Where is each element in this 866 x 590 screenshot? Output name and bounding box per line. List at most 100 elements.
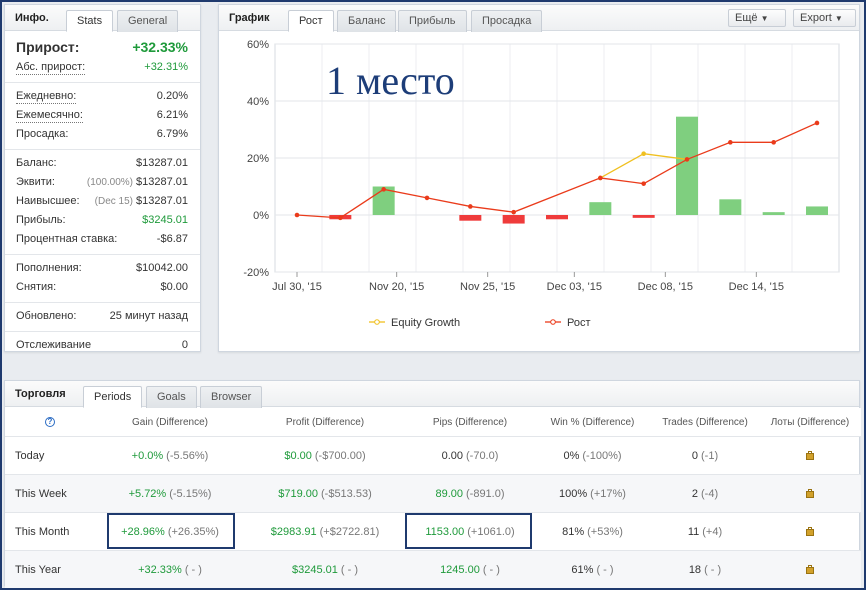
highest-label: Наивысшее: [16, 195, 80, 207]
profit-value: $719.00 [278, 487, 318, 500]
chart-bar [762, 212, 785, 215]
growth-row: Прирост: +32.33% [16, 36, 188, 58]
gain-diff: (+26.35%) [167, 525, 219, 538]
gain-diff: ( - ) [184, 563, 202, 576]
lots-icon[interactable] [806, 489, 814, 498]
chart-bar [546, 215, 568, 220]
tab-growth[interactable]: Рост [288, 10, 334, 32]
updated-label: Обновлено: [16, 310, 77, 322]
pips-diff: ( - ) [482, 563, 500, 576]
chevron-down-icon: ▼ [760, 14, 769, 23]
tracking-label: Отслеживание [16, 339, 92, 351]
drawdown-value: 6.79% [156, 128, 188, 140]
pips-diff: (+1061.0) [467, 525, 515, 538]
series-point [728, 140, 733, 145]
tab-balance[interactable]: Баланс [337, 10, 397, 32]
trades-value: 18 [688, 563, 702, 576]
withdrawals-value: $0.00 [160, 281, 188, 293]
growth-group: Прирост: +32.33% Абс. прирост: +32.31% [5, 32, 200, 83]
pips-value: 1153.00 [425, 525, 465, 538]
profit-diff: (-$513.53) [321, 487, 372, 500]
more-dropdown[interactable]: Ещё ▼ [728, 9, 786, 27]
y-tick-label: 20% [247, 153, 269, 165]
highest-value: $13287.01 [136, 195, 188, 207]
periods-table: ? Gain (Difference) Profit (Difference) … [5, 408, 861, 589]
win-diff: (-100%) [582, 449, 622, 462]
lots-icon[interactable] [806, 451, 814, 460]
period-label: This Week [15, 487, 67, 500]
lots-icon[interactable] [806, 565, 814, 574]
trading-header: Торговля Periods Goals Browser [5, 381, 859, 408]
profit-value: $2983.91 [270, 525, 317, 538]
chart-bar [676, 116, 698, 215]
trading-title: Торговля [15, 388, 66, 400]
highest-note: (Dec 15) [94, 196, 133, 207]
profit-value: $3245.01 [292, 563, 338, 576]
tab-goals[interactable]: Goals [146, 386, 197, 408]
deposits-value: $10042.00 [136, 262, 188, 274]
balance-label: Баланс: [16, 157, 57, 169]
tracking-row: Отслеживание 0 [16, 336, 188, 355]
trades-diff: (-1) [701, 449, 719, 462]
y-tick-label: 40% [247, 96, 269, 108]
pips-value: 89.00 [435, 487, 463, 500]
tab-browser[interactable]: Browser [200, 386, 263, 408]
monthly-label[interactable]: Ежемесячно: [16, 109, 83, 123]
chevron-down-icon: ▼ [834, 14, 843, 23]
legend-label: Рост [567, 317, 591, 329]
pips-value: 1245.00 [440, 563, 480, 576]
tab-drawdown[interactable]: Просадка [471, 10, 543, 32]
x-tick-label: Nov 25, '15 [460, 281, 515, 293]
chart-bar [806, 206, 828, 215]
gain-diff: (-5.56%) [166, 449, 209, 462]
updated-value: 25 минут назад [109, 310, 188, 322]
gain-value: +5.72% [128, 487, 167, 500]
col-win: Win % (Difference) [550, 416, 635, 428]
period-label: Today [15, 449, 45, 462]
help-icon[interactable]: ? [45, 417, 55, 427]
gain-value: +28.96% [121, 525, 165, 538]
trades-value: 0 [691, 449, 698, 462]
legend-label: Equity Growth [391, 317, 460, 329]
tracking-value: 0 [181, 339, 188, 351]
chart-bar [502, 215, 525, 224]
trades-value: 2 [691, 487, 698, 500]
monthly-value: 6.21% [156, 109, 188, 121]
updated-group: Обновлено: 25 минут назад [5, 303, 200, 332]
updated-row: Обновлено: 25 минут назад [16, 307, 188, 326]
abs-growth-value: +32.31% [144, 61, 188, 73]
lots-icon[interactable] [806, 527, 814, 536]
profit-diff: ( - ) [340, 563, 358, 576]
tab-periods[interactable]: Periods [83, 386, 143, 408]
col-profit: Profit (Difference) [285, 416, 365, 428]
tab-profit[interactable]: Прибыль [398, 10, 467, 32]
equity-value: $13287.01 [136, 176, 188, 188]
series-point [424, 195, 430, 201]
win-value: 100% [559, 487, 588, 500]
abs-growth-label[interactable]: Абс. прирост: [16, 61, 86, 75]
daily-label[interactable]: Ежедневно: [16, 90, 77, 104]
trades-diff: ( - ) [704, 563, 722, 576]
pips-diff: (-70.0) [466, 449, 499, 462]
tab-stats[interactable]: Stats [66, 10, 114, 32]
deposits-label: Пополнения: [16, 262, 82, 274]
tab-general[interactable]: General [117, 10, 179, 32]
series-point [641, 151, 646, 157]
abs-growth-row: Абс. прирост: +32.31% [16, 58, 188, 77]
col-pips: Pips (Difference) [432, 416, 508, 428]
win-diff: (+17%) [590, 487, 626, 500]
x-tick-label: Dec 03, '15 [547, 281, 602, 293]
win-diff: ( - ) [596, 563, 614, 576]
interest-row: Процентная ставка: -$6.87 [16, 230, 188, 249]
growth-value: +32.33% [132, 39, 188, 55]
profit-value: $0.00 [284, 449, 312, 462]
help-cell: ? [5, 408, 95, 436]
export-dropdown[interactable]: Export ▼ [793, 9, 856, 27]
equity-note: (100.00%) [86, 177, 133, 188]
rates-group: Ежедневно: 0.20% Ежемесячно: 6.21% Проса… [5, 83, 200, 150]
chart-header: График Рост Баланс Прибыль Просадка Ещё … [219, 5, 859, 32]
balance-row: Баланс: $13287.01 [16, 154, 188, 173]
highest-row: Наивысшее: (Dec 15) $13287.01 [16, 192, 188, 211]
series-point [598, 175, 603, 181]
drawdown-label: Просадка: [16, 128, 69, 140]
